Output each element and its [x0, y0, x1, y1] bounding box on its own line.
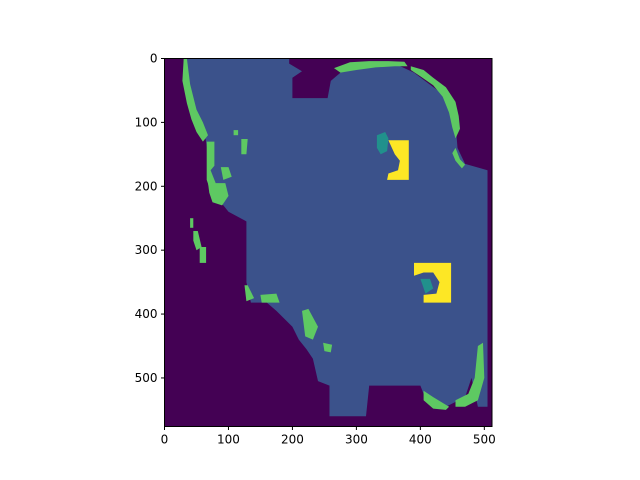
x-tick-label-500: 500 [473, 433, 496, 447]
region-class-3-18 [455, 342, 485, 407]
x-tick-label-100: 100 [217, 433, 240, 447]
region-class-3-6 [233, 130, 239, 136]
region-class-3-13 [244, 285, 255, 302]
y-tick-label-200: 200 [135, 179, 158, 193]
region-class-3-8 [220, 167, 232, 180]
y-tick-label-300: 300 [135, 243, 158, 257]
region-class-3-10 [190, 218, 194, 228]
region-class-2-21 [376, 132, 389, 155]
axes: 0 100 200 300 400 500 0 100 200 300 400 500 [135, 52, 496, 447]
x-tick-label-200: 200 [281, 433, 304, 447]
region-class-1-0 [183, 58, 488, 417]
x-tick-label-0: 0 [161, 433, 169, 447]
region-class-3-12 [199, 247, 207, 263]
region-class-4-19 [387, 140, 409, 180]
region-class-3-5 [206, 141, 216, 192]
region-class-3-16 [323, 342, 333, 353]
region-class-3-15 [302, 308, 318, 340]
y-tick-label-400: 400 [135, 307, 158, 321]
axes-frame [164, 58, 493, 427]
region-class-3-3 [410, 66, 460, 139]
region-class-4-20 [414, 262, 452, 303]
y-tick-label-0: 0 [150, 52, 158, 66]
y-tick-label-100: 100 [135, 115, 158, 129]
region-class-3-4 [452, 147, 466, 169]
x-tick-label-300: 300 [345, 433, 368, 447]
region-class-3-11 [193, 231, 202, 251]
region-class-3-17 [423, 390, 450, 410]
y-tick-label-500: 500 [135, 371, 158, 385]
region-class-3-1 [182, 58, 208, 142]
region-class-3-2 [334, 61, 408, 73]
x-tick-label-400: 400 [409, 433, 432, 447]
plot-area [164, 58, 492, 427]
region-class-3-14 [260, 293, 280, 303]
region-class-3-7 [241, 139, 248, 155]
region-class-2-22 [420, 278, 434, 294]
region-class-3-9 [208, 183, 229, 206]
